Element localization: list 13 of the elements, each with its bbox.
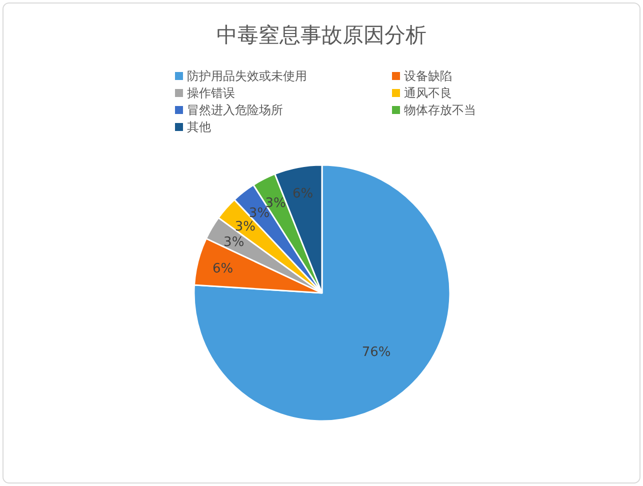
- legend-label: 操作错误: [187, 86, 235, 100]
- data-label: 3%: [224, 234, 244, 250]
- data-label: 76%: [362, 344, 391, 360]
- data-label: 3%: [234, 219, 256, 234]
- legend-label: 其他: [187, 120, 211, 134]
- legend-label: 冒然进入危险场所: [187, 103, 283, 117]
- data-label: 6%: [292, 186, 314, 202]
- legend-label: 通风不良: [404, 86, 452, 100]
- chart-title: 中毒窒息事故原因分析: [216, 23, 426, 47]
- legend-label: 防护用品失效或未使用: [187, 69, 307, 83]
- data-label: 6%: [212, 262, 234, 277]
- legend-label: 物体存放不当: [404, 103, 476, 117]
- legend-label: 设备缺陷: [404, 69, 452, 83]
